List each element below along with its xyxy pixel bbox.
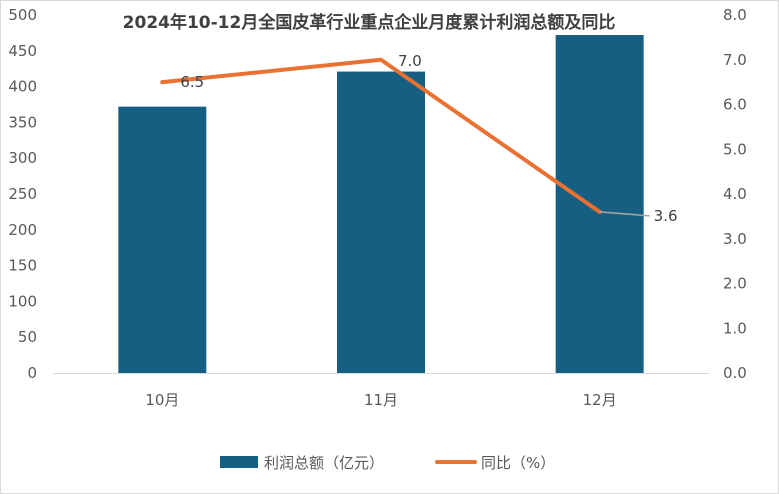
left-tick-label: 150 (8, 257, 37, 275)
category-label: 10月 (145, 391, 179, 409)
watermark-group: 搜狐号@笔记与观点 (635, 470, 761, 487)
watermark: 搜狐号@笔记与观点 (635, 470, 761, 487)
x-axis: 10月 11月 12月 (145, 391, 616, 409)
legend-label-yoy: 同比（%） (481, 454, 555, 472)
left-tick-label: 0 (27, 364, 37, 382)
right-tick-label: 6.0 (723, 96, 747, 114)
left-tick-label: 450 (8, 42, 37, 60)
right-tick-label: 8.0 (723, 6, 747, 24)
left-axis: 0 50 100 150 200 250 300 350 400 450 500 (8, 6, 37, 382)
left-tick-label: 350 (8, 113, 37, 131)
yoy-point-2 (379, 57, 383, 62)
right-tick-label: 0.0 (723, 364, 747, 382)
right-tick-label: 2.0 (723, 275, 747, 293)
yoy-data-label: 3.6 (654, 207, 678, 225)
line-series: 6.5 7.0 3.6 (160, 52, 678, 225)
right-tick-label: 5.0 (723, 140, 747, 158)
left-tick-label: 400 (8, 78, 37, 96)
left-tick-label: 300 (8, 149, 37, 167)
left-tick-label: 500 (8, 6, 37, 24)
right-tick-label: 1.0 (723, 319, 747, 337)
yoy-data-label: 7.0 (398, 52, 422, 70)
category-label: 12月 (583, 391, 617, 409)
legend-swatch-profit (220, 456, 258, 468)
yoy-data-label: 6.5 (180, 73, 204, 91)
bar-2 (337, 71, 425, 374)
right-tick-label: 7.0 (723, 51, 747, 69)
data-label-leader (599, 211, 650, 217)
left-tick-label: 200 (8, 221, 37, 239)
bar-3 (555, 35, 644, 373)
category-label: 11月 (364, 391, 398, 409)
left-tick-label: 100 (8, 292, 37, 310)
bar-1 (118, 106, 207, 373)
legend-label-profit: 利润总额（亿元） (264, 454, 384, 472)
legend: 利润总额（亿元） 同比（%） (220, 454, 555, 472)
yoy-point-1 (160, 80, 165, 85)
bar-series (118, 35, 644, 374)
right-axis: 0.0 1.0 2.0 3.0 4.0 5.0 6.0 7.0 8.0 (723, 6, 747, 382)
left-tick-label: 50 (18, 328, 37, 346)
right-tick-label: 4.0 (723, 185, 747, 203)
right-tick-label: 3.0 (723, 230, 747, 248)
left-tick-label: 250 (8, 185, 37, 203)
chart-title: 2024年10-12月全国皮革行业重点企业月度累计利润总额及同比 (123, 12, 616, 33)
